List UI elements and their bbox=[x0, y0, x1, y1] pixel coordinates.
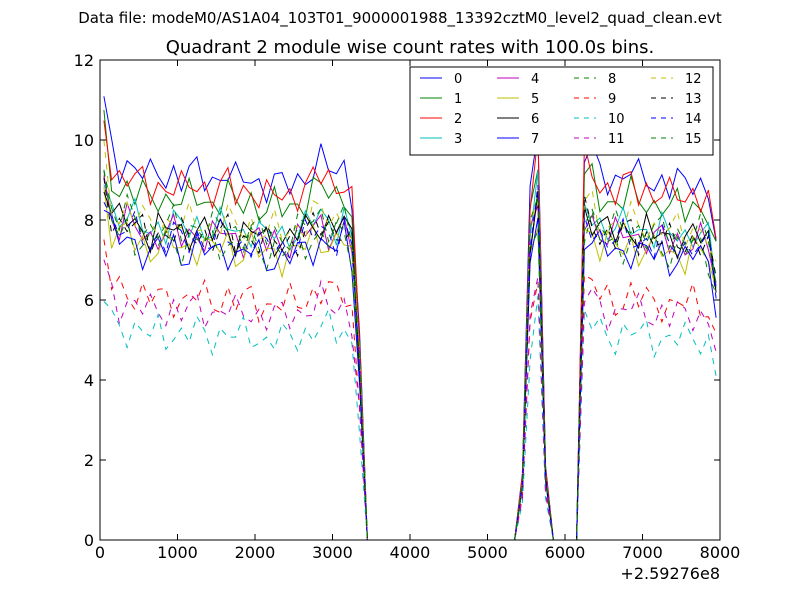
series-line-6 bbox=[103, 191, 717, 541]
x-tick-label: 5000 bbox=[467, 543, 508, 562]
x-tick-label: 7000 bbox=[622, 543, 663, 562]
chart-suptitle: Data file: modeM0/AS1A04_103T01_90000019… bbox=[78, 9, 722, 28]
series-line-0 bbox=[103, 96, 717, 541]
x-tick-label: 2000 bbox=[235, 543, 276, 562]
legend-frame bbox=[409, 66, 714, 156]
legend-label-8: 8 bbox=[608, 72, 616, 87]
y-tick-label: 0 bbox=[84, 531, 94, 550]
legend-label-12: 12 bbox=[685, 72, 702, 87]
x-tick-label: 0 bbox=[95, 543, 105, 562]
series-line-10 bbox=[103, 295, 717, 541]
series-line-2 bbox=[103, 120, 717, 541]
y-tick-label: 10 bbox=[74, 131, 94, 150]
legend-label-4: 4 bbox=[531, 72, 539, 87]
legend-label-2: 2 bbox=[454, 112, 462, 127]
axis-ticks: 0 1000 2000 3000 4000 5000 6000 7000 80000246810… bbox=[74, 51, 741, 562]
legend-label-15: 15 bbox=[685, 132, 702, 147]
y-tick-label: 6 bbox=[84, 291, 94, 310]
x-tick-label: 3000 bbox=[312, 543, 353, 562]
legend-label-10: 10 bbox=[608, 112, 625, 127]
series-line-11 bbox=[103, 259, 717, 541]
y-tick-label: 8 bbox=[84, 211, 94, 230]
legend-label-0: 0 bbox=[454, 72, 462, 87]
series-line-14 bbox=[103, 184, 717, 541]
x-axis-offset-label: +2.59276e8 bbox=[620, 564, 720, 583]
series-line-4 bbox=[103, 175, 717, 541]
x-tick-label: 6000 bbox=[545, 543, 586, 562]
legend-label-6: 6 bbox=[531, 112, 539, 127]
legend-label-1: 1 bbox=[454, 92, 462, 107]
x-tick-label: 4000 bbox=[390, 543, 431, 562]
legend-label-5: 5 bbox=[531, 92, 539, 107]
x-tick-label: 8000 bbox=[700, 543, 741, 562]
chart-title: Quadrant 2 module wise count rates with … bbox=[166, 37, 655, 58]
legend-label-14: 14 bbox=[685, 112, 702, 127]
y-tick-label: 12 bbox=[74, 51, 94, 70]
plot-lines bbox=[103, 96, 717, 541]
legend-label-9: 9 bbox=[608, 92, 616, 107]
legend-label-7: 7 bbox=[531, 132, 539, 147]
legend-label-11: 11 bbox=[608, 132, 625, 147]
y-tick-label: 4 bbox=[84, 371, 94, 390]
legend-label-3: 3 bbox=[454, 132, 462, 147]
y-tick-label: 2 bbox=[84, 451, 94, 470]
series-line-9 bbox=[103, 239, 717, 541]
legend-label-13: 13 bbox=[685, 92, 702, 107]
x-tick-label: 1000 bbox=[157, 543, 198, 562]
